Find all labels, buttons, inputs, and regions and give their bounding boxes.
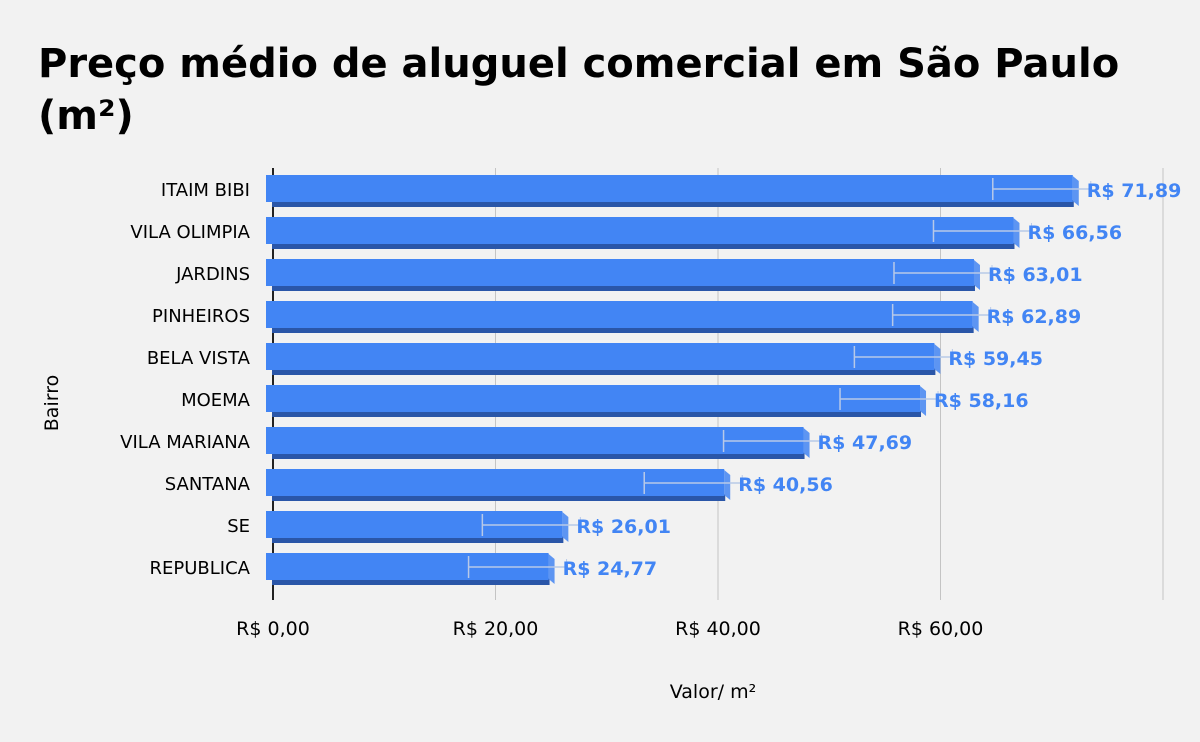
bar-shadow <box>272 326 974 333</box>
bar-shadow <box>272 536 564 543</box>
category-label: BELA VISTA <box>147 348 251 369</box>
bar-side <box>934 344 941 374</box>
bar <box>266 175 1073 202</box>
bar-side <box>973 260 980 290</box>
x-tick-label: R$ 20,00 <box>453 618 539 640</box>
bar <box>266 343 935 370</box>
data-label: R$ 26,01 <box>576 516 671 538</box>
category-label: VILA MARIANA <box>120 432 251 453</box>
data-label: R$ 66,56 <box>1027 222 1122 244</box>
bar-shadow <box>272 242 1015 249</box>
category-label: VILA OLIMPIA <box>130 222 250 243</box>
bar-side <box>1013 218 1020 248</box>
data-label: R$ 59,45 <box>948 348 1043 370</box>
data-label: R$ 71,89 <box>1087 180 1182 202</box>
bar-side <box>1072 176 1079 206</box>
bar-side <box>724 470 731 500</box>
category-label: JARDINS <box>175 264 250 285</box>
category-label: MOEMA <box>181 390 251 411</box>
category-label: SANTANA <box>165 474 251 495</box>
bar <box>266 385 921 412</box>
bar-shadow <box>272 284 975 291</box>
bar <box>266 301 973 328</box>
category-label: REPUBLICA <box>150 558 251 579</box>
bar-side <box>803 428 810 458</box>
bar-shadow <box>272 200 1074 207</box>
bar-shadow <box>272 410 922 417</box>
x-tick-label: R$ 0,00 <box>236 618 310 640</box>
bar <box>266 259 974 286</box>
x-tick-label: R$ 60,00 <box>898 618 984 640</box>
bar-side <box>548 554 555 584</box>
category-label: ITAIM BIBI <box>161 180 250 201</box>
x-tick-label: R$ 40,00 <box>675 618 761 640</box>
bar-shadow <box>272 452 805 459</box>
bar-shadow <box>272 578 550 585</box>
data-label: R$ 62,89 <box>987 306 1082 328</box>
y-axis-title: Bairro <box>41 375 63 431</box>
data-label: R$ 58,16 <box>934 390 1029 412</box>
x-axis-title: Valor/ m² <box>670 681 756 703</box>
chart-title: Preço médio de aluguel comercial em São … <box>38 41 1120 139</box>
bar <box>266 427 804 454</box>
data-label: R$ 63,01 <box>988 264 1083 286</box>
data-label: R$ 24,77 <box>563 558 658 580</box>
bar <box>266 217 1014 244</box>
data-label: R$ 40,56 <box>738 474 833 496</box>
category-label: PINHEIROS <box>152 306 250 327</box>
bar-shadow <box>272 494 726 501</box>
bar-side <box>562 512 569 542</box>
bar-shadow <box>272 368 936 375</box>
category-label: SE <box>227 516 250 537</box>
data-label: R$ 47,69 <box>818 432 913 454</box>
bar-side <box>920 386 927 416</box>
bar-side <box>972 302 979 332</box>
